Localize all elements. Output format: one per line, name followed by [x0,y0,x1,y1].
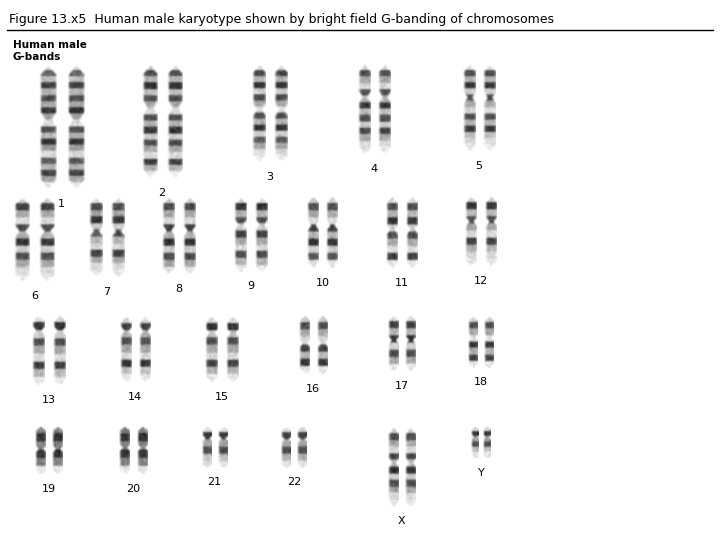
Text: Human male
G-bands: Human male G-bands [13,40,87,62]
Text: 1: 1 [58,199,65,209]
Text: 21: 21 [207,477,222,488]
Text: Figure 13.x5  Human male karyotype shown by bright field G-banding of chromosome: Figure 13.x5 Human male karyotype shown … [9,14,554,26]
Text: 13: 13 [42,395,56,405]
Text: 17: 17 [395,381,409,391]
Text: Y: Y [477,468,485,478]
Text: 16: 16 [306,384,320,394]
Text: 11: 11 [395,278,409,288]
Text: 4: 4 [371,164,378,174]
Text: 5: 5 [475,161,482,171]
Text: 8: 8 [175,284,182,294]
Text: 3: 3 [266,172,274,182]
Text: 10: 10 [315,278,330,288]
Text: 20: 20 [126,484,140,494]
Text: 12: 12 [474,276,488,286]
Text: 7: 7 [103,287,110,297]
Text: 2: 2 [158,188,166,198]
Text: 9: 9 [247,281,254,292]
Text: 19: 19 [42,484,56,494]
Text: 15: 15 [215,392,229,402]
Text: X: X [398,516,405,526]
Text: 22: 22 [287,477,301,488]
Text: 18: 18 [474,377,488,388]
Text: 14: 14 [128,392,143,402]
Text: 6: 6 [31,291,38,301]
